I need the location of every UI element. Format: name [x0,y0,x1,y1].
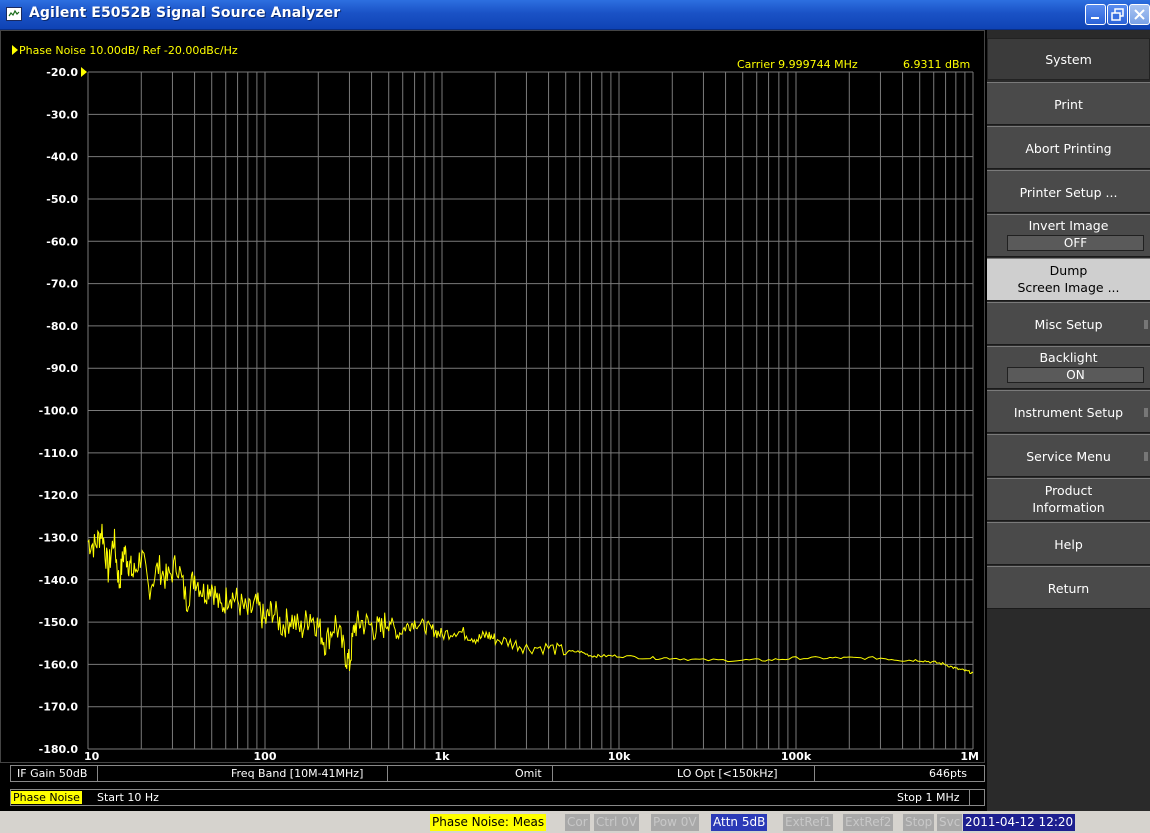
minimize-button[interactable] [1085,4,1106,25]
pow-voltage-indicator: Pow 0V [651,814,699,831]
measure-status: Phase Noise: Meas [430,814,547,831]
backlight-value: ON [1007,367,1144,383]
invert-image-label: Invert Image [1028,218,1109,233]
y-tick-label: -90.0 [46,362,78,375]
submenu-indicator-icon [1144,407,1148,417]
trace-header-text: Phase Noise 10.00dB/ Ref -20.00dBc/Hz [19,44,238,57]
backlight-label: Backlight [1039,350,1098,365]
x-tick-label: 1M [960,750,979,763]
y-tick-label: -40.0 [46,151,78,164]
y-tick-label: -160.0 [39,658,79,671]
product-info-label-2: Information [1032,500,1105,515]
phase-noise-chart: -20.0 -30.0 -40.0 -50.0 -60.0 -70.0 -80.0 -90.0… [39,66,979,763]
trace-header: Phase Noise 10.00dB/ Ref -20.00dBc/Hz [12,44,238,57]
omit-status[interactable]: Omit [515,767,542,780]
misc-setup-button[interactable]: Misc Setup [987,302,1150,345]
y-tick-label: -20.0 [46,66,78,79]
stop-frequency[interactable]: Stop 1 MHz [897,791,960,804]
submenu-indicator-icon [1144,319,1148,329]
dump-screen-image-button[interactable]: Dump Screen Image ... [987,258,1150,301]
x-tick-label: 100k [781,750,812,763]
abort-printing-button[interactable]: Abort Printing [987,126,1150,169]
phase-noise-trace [87,523,974,674]
y-tick-label: -50.0 [46,193,78,206]
y-tick-label: -30.0 [46,108,78,121]
help-button[interactable]: Help [987,522,1150,565]
stop-indicator: Stop [903,814,935,831]
y-tick-label: -130.0 [39,531,79,544]
y-tick-label: -110.0 [39,447,79,460]
close-button[interactable] [1129,4,1150,25]
title-bar: Agilent E5052B Signal Source Analyzer [0,0,1150,30]
x-tick-label: 100 [254,750,277,763]
plot-area [0,30,985,763]
if-gain[interactable]: IF Gain 50dB [17,767,88,780]
softkey-panel: System Print Abort Printing Printer Setu… [987,30,1150,811]
start-frequency[interactable]: Start 10 Hz [97,791,159,804]
y-tick-label: -140.0 [39,574,79,587]
product-info-label-1: Product [1044,483,1093,498]
y-tick-label: -180.0 [39,743,79,756]
submenu-indicator-icon [1144,451,1148,461]
x-tick-label: 10k [608,750,631,763]
trace-name-label[interactable]: Phase Noise [11,791,82,804]
svc-indicator: Svc [937,814,963,831]
extref1-indicator: ExtRef1 [783,814,834,831]
y-tick-label: -60.0 [46,235,78,248]
x-tick-label: 10 [84,750,100,763]
x-tick-label: 1k [435,750,451,763]
backlight-button[interactable]: Backlight ON [987,346,1150,389]
y-tick-label: -70.0 [46,278,78,291]
restore-button[interactable] [1107,4,1128,25]
lo-opt[interactable]: LO Opt [<150kHz] [677,767,778,780]
date-time: 2011-04-12 12:20 [963,814,1076,831]
y-tick-label: -100.0 [39,405,79,418]
points-count[interactable]: 646pts [929,767,968,780]
invert-image-value: OFF [1007,235,1144,251]
print-button[interactable]: Print [987,82,1150,125]
instrument-setup-button[interactable]: Instrument Setup [987,390,1150,433]
active-trace-marker-icon [12,45,18,55]
extref2-indicator: ExtRef2 [843,814,894,831]
y-tick-label: -150.0 [39,616,79,629]
window-title: Agilent E5052B Signal Source Analyzer [29,5,341,21]
status-line-1: IF Gain 50dB Freq Band [10M-41MHz] Omit … [10,765,985,782]
status-line-2: Phase Noise Start 10 Hz Stop 1 MHz [10,789,985,806]
app-icon [6,7,22,21]
menu-title-system: System [987,38,1150,80]
y-tick-label: -170.0 [39,701,79,714]
invert-image-button[interactable]: Invert Image OFF [987,214,1150,257]
y-tick-label: -120.0 [39,489,79,502]
y-tick-label: -80.0 [46,320,78,333]
attenuation-indicator: Attn 5dB [711,814,768,831]
dump-screen-label-2: Screen Image ... [1017,280,1120,295]
freq-band[interactable]: Freq Band [10M-41MHz] [231,767,364,780]
carrier-power: 6.9311 dBm [903,58,971,71]
carrier-frequency: Carrier 9.999744 MHz [737,58,858,71]
service-menu-button[interactable]: Service Menu [987,434,1150,477]
service-menu-label: Service Menu [1026,449,1111,464]
printer-setup-button[interactable]: Printer Setup ... [987,170,1150,213]
ctrl-voltage-indicator: Ctrl 0V [594,814,640,831]
return-button[interactable]: Return [987,566,1150,609]
dump-screen-label-1: Dump [1049,263,1088,278]
cor-indicator: Cor [565,814,590,831]
product-information-button[interactable]: Product Information [987,478,1150,521]
instrument-setup-label: Instrument Setup [1013,405,1124,420]
misc-setup-label: Misc Setup [1034,317,1103,332]
reference-level-marker-icon [81,67,87,77]
instrument-status-bar: Phase Noise: Meas Cor Ctrl 0V Pow 0V Att… [0,811,1150,833]
